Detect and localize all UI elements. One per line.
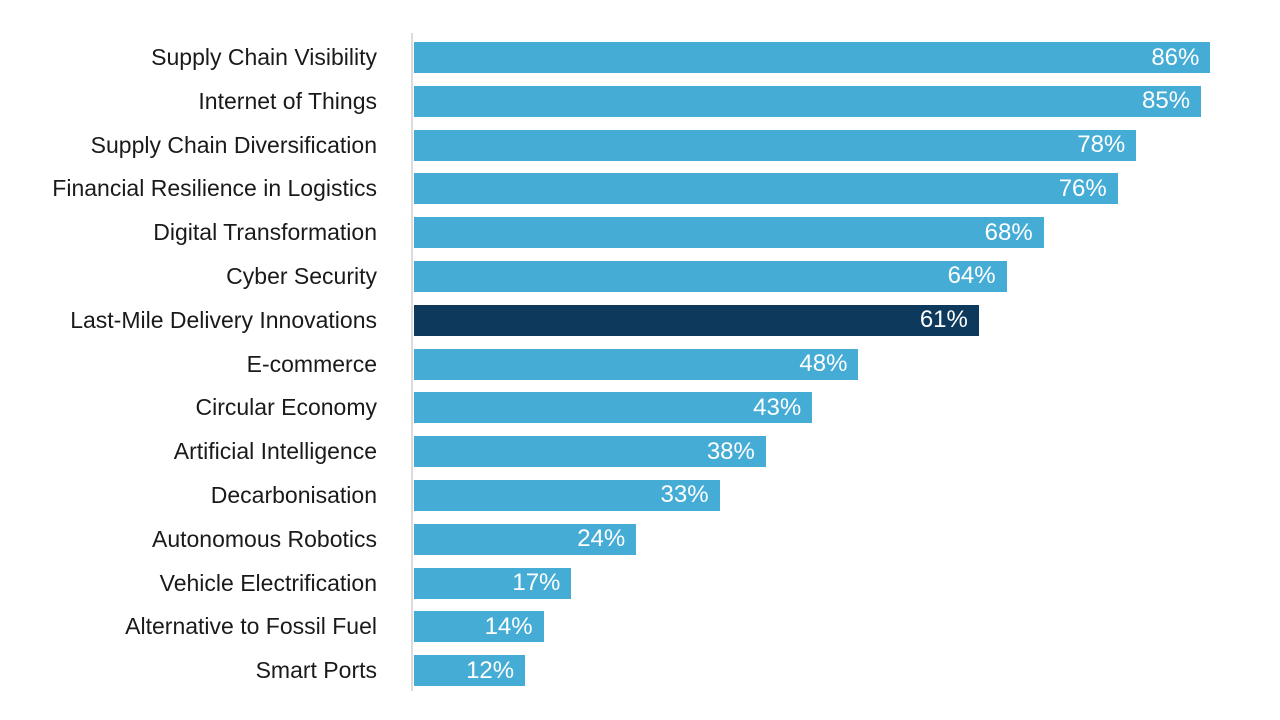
bar-row: Vehicle Electrification 17%: [0, 567, 1280, 599]
bar-row: Alternative to Fossil Fuel 14%: [0, 611, 1280, 643]
bar-row: Internet of Things 85%: [0, 85, 1280, 117]
bar: 24%: [414, 523, 637, 555]
value-label: 43%: [753, 393, 802, 421]
category-label: Decarbonisation: [210, 481, 377, 508]
bar: 48%: [414, 348, 859, 380]
category-label: E-commerce: [246, 350, 377, 377]
value-label: 68%: [984, 218, 1033, 246]
bar: 85%: [414, 85, 1202, 117]
value-label: 78%: [1077, 131, 1126, 159]
bar-track: 68%: [414, 217, 1280, 249]
bar: 78%: [414, 129, 1137, 161]
bar: 38%: [414, 436, 766, 468]
value-label: 86%: [1151, 43, 1200, 71]
bar: 33%: [414, 479, 720, 511]
value-label: 33%: [660, 481, 709, 509]
category-label: Financial Resilience in Logistics: [52, 175, 377, 202]
bar-row: Autonomous Robotics 24%: [0, 523, 1280, 555]
bar-row-highlighted: Last-Mile Delivery Innovations 61%: [0, 304, 1280, 336]
chart-rows: Supply Chain Visibility 86% Internet of …: [0, 42, 1280, 687]
category-label: Internet of Things: [198, 87, 377, 114]
value-label: 85%: [1142, 87, 1191, 115]
value-label: 14%: [484, 612, 533, 640]
y-axis-line: [411, 33, 413, 691]
bar-track: 33%: [414, 479, 1280, 511]
bar-row: E-commerce 48%: [0, 348, 1280, 380]
value-label: 12%: [466, 656, 515, 684]
value-label: 48%: [799, 350, 848, 378]
bar-row: Digital Transformation 68%: [0, 217, 1280, 249]
bar-track: 24%: [414, 523, 1280, 555]
category-label: Digital Transformation: [153, 219, 377, 246]
category-label: Cyber Security: [226, 262, 377, 289]
bar-track: 17%: [414, 567, 1280, 599]
value-label: 17%: [512, 569, 561, 597]
bar-track: 43%: [414, 392, 1280, 424]
bar-track: 48%: [414, 348, 1280, 380]
bar-row: Cyber Security 64%: [0, 260, 1280, 292]
bar: 12%: [414, 655, 526, 687]
category-label: Circular Economy: [195, 394, 378, 421]
bar: 61%: [414, 304, 979, 336]
category-label: Autonomous Robotics: [151, 525, 377, 552]
category-label: Supply Chain Visibility: [151, 44, 377, 70]
bar-row: Supply Chain Visibility 86%: [0, 42, 1280, 73]
bar-track: 76%: [414, 173, 1280, 205]
bar-track: 14%: [414, 611, 1280, 643]
bar: 43%: [414, 392, 813, 424]
bar: 17%: [414, 567, 572, 599]
bar-row: Circular Economy 43%: [0, 392, 1280, 424]
bar-track: 85%: [414, 85, 1280, 117]
bar-row: Artificial Intelligence 38%: [0, 436, 1280, 468]
value-label: 64%: [947, 262, 996, 290]
value-label: 24%: [577, 525, 626, 553]
bar-row: Supply Chain Diversification 78%: [0, 129, 1280, 161]
category-label: Supply Chain Diversification: [90, 131, 377, 158]
bar-track: 38%: [414, 436, 1280, 468]
bar-row: Smart Ports 12%: [0, 655, 1280, 687]
bar: 76%: [414, 173, 1118, 205]
bar-row: Decarbonisation 33%: [0, 479, 1280, 511]
bar: 14%: [414, 611, 544, 643]
bar-track: 61%: [414, 304, 1280, 336]
value-label: 76%: [1058, 174, 1107, 202]
bar: 64%: [414, 260, 1007, 292]
bar: 86%: [414, 42, 1211, 73]
category-label: Alternative to Fossil Fuel: [125, 613, 377, 640]
category-label: Vehicle Electrification: [159, 569, 377, 596]
bar-track: 64%: [414, 260, 1280, 292]
category-label: Smart Ports: [255, 657, 377, 684]
bar-track: 78%: [414, 129, 1280, 161]
category-label: Last-Mile Delivery Innovations: [70, 306, 377, 333]
bar-track: 12%: [414, 655, 1280, 687]
bar: 68%: [414, 217, 1044, 249]
value-label: 61%: [919, 306, 968, 334]
value-label: 38%: [706, 437, 755, 465]
bar-track: 86%: [414, 42, 1280, 73]
bar-row: Financial Resilience in Logistics 76%: [0, 173, 1280, 205]
category-label: Artificial Intelligence: [173, 438, 377, 465]
